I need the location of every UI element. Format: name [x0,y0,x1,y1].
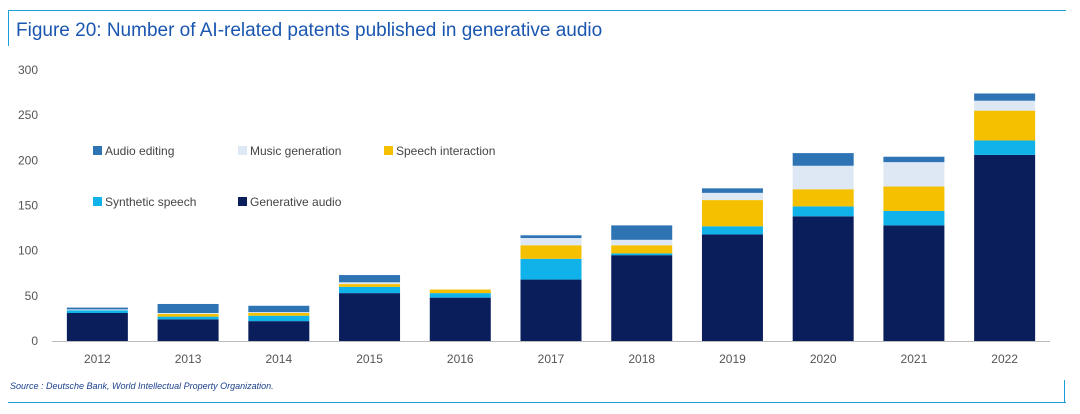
y-tick-label: 100 [18,244,38,258]
bar-segment [611,245,673,254]
x-tick-label: 2016 [447,352,474,366]
bar-segment [611,239,673,246]
bar-segment [339,286,401,294]
legend-label: Speech interaction [396,144,495,158]
bar-segment [339,284,401,287]
x-tick-label: 2021 [901,352,928,366]
source-note: Source : Deutsche Bank, World Intellectu… [10,381,274,391]
x-tick-label: 2014 [265,352,292,366]
bar-segment [883,156,945,163]
y-tick-label: 250 [18,108,38,122]
x-tick-label: 2012 [84,352,111,366]
legend-label: Music generation [250,144,341,158]
bar-segment [339,275,401,283]
bar-segment [974,140,1036,155]
y-tick-label: 150 [18,199,38,213]
bar-segment [520,235,582,239]
y-tick-label: 50 [25,289,39,303]
x-tick-label: 2022 [991,352,1018,366]
x-tick-label: 2018 [628,352,655,366]
legend-label: Generative audio [250,195,342,209]
legend-swatch [238,197,247,206]
bar-segment [701,226,763,235]
bar-segment [792,165,854,190]
bar-segment [66,310,128,313]
bar-segment [66,312,128,341]
bar-segment [248,312,310,316]
legend-swatch [93,146,102,155]
bar-segment [974,110,1036,141]
x-tick-label: 2020 [810,352,837,366]
bar-segment [339,282,401,285]
y-tick-label: 0 [31,334,38,348]
bar-segment [792,216,854,341]
legend-label: Audio editing [105,144,174,158]
bar-segment [701,188,763,193]
bar-segment [429,289,491,294]
bar-segment [248,315,310,322]
bar-segment [248,312,310,313]
bar-segment [611,255,673,341]
bar-segment [883,225,945,341]
bar-segment [157,313,219,317]
bar-segment [520,279,582,341]
bar-segment [883,186,945,211]
bar-segment [157,303,219,313]
legend-swatch [384,146,393,155]
bar-segment [611,225,673,240]
bar-segment [883,210,945,226]
bar-segment [429,293,491,298]
bar-segment [701,200,763,227]
frame-bottom-rule [8,402,1066,403]
legend-label: Synthetic speech [105,195,196,209]
bar-segment [520,245,582,259]
x-tick-label: 2013 [175,352,202,366]
bar-segment [883,162,945,187]
x-tick-label: 2015 [356,352,383,366]
bar-segment [429,297,491,341]
bar-segment [701,192,763,201]
bar-segment [248,305,310,313]
x-axis: 2012 2013 2014 2015 2016 2017 2018 2019 2020 2021… [84,352,1018,366]
bar-segment [157,319,219,341]
x-tick-label: 2017 [538,352,565,366]
frame-left-rule [8,10,9,46]
frame-right-rule [1064,380,1065,402]
bar-segment [157,316,219,320]
x-tick-label: 2019 [719,352,746,366]
frame-top-rule [8,10,1066,11]
bar-segment [339,293,401,341]
bar-segment [701,234,763,341]
bar-segment [792,189,854,207]
bar-segment [520,258,582,280]
bar-segment [792,153,854,166]
y-tick-label: 300 [18,63,38,77]
bar-segment [248,321,310,341]
bar-segment [157,312,219,314]
legend: Audio editing Music generation Speech inte… [93,144,495,209]
bar-segment [974,93,1036,101]
bar-segment [611,253,673,256]
bars [66,93,1036,341]
bar-segment [66,307,128,310]
bar-segment [974,154,1036,341]
bar-segment [520,238,582,246]
y-axis: 0 50 100 150 200 250 300 [18,63,38,348]
chart-title: Figure 20: Number of AI-related patents … [16,20,603,41]
legend-swatch [238,146,247,155]
bar-segment [792,206,854,217]
bar-segment [974,100,1036,111]
bar-segment [66,309,128,311]
legend-swatch [93,197,102,206]
y-tick-label: 200 [18,153,38,167]
